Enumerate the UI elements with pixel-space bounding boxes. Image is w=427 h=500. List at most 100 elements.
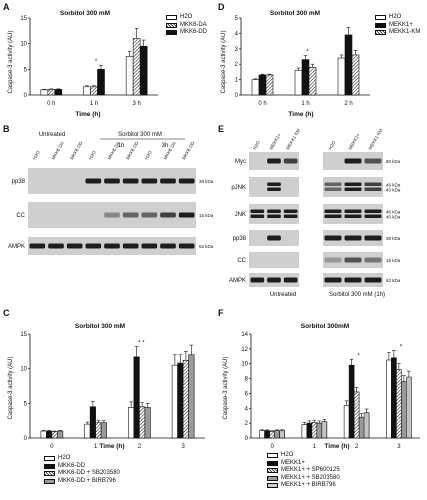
chart-c-ylabel: Caspase-3 activity (AU) (8, 356, 14, 419)
y-tick-label: 5 (235, 16, 239, 22)
blot-e-treated: Sorbitol 300 mM (1h) (329, 292, 385, 298)
panel-c: C Sorbitol 300 mM Caspase-3 activity (AU… (0, 300, 215, 500)
legend-swatch (375, 22, 386, 28)
bar (90, 86, 98, 96)
blot-b-treated: Sorbitol 300 mM (118, 132, 162, 138)
legend-entry: MEKK1+ + SP600125 (267, 467, 340, 475)
x-tick-label: 0 h (47, 101, 55, 107)
y-tick-label: 0 (24, 436, 28, 442)
blot-band (104, 243, 120, 249)
blot-row-label: pp38 (233, 236, 247, 242)
blot-strip (249, 204, 299, 224)
blot-band (122, 212, 139, 218)
blot-strip (249, 177, 299, 197)
panel-d: D Sorbitol 300 mM Caspase-3 activity (AU… (215, 0, 427, 118)
bar (89, 406, 96, 439)
panel-f-label: F (218, 308, 224, 318)
blot-band (344, 235, 362, 241)
legend-entry: MKK6-DD + BIRB796 (44, 478, 120, 486)
legend-swatch (44, 471, 55, 477)
bar (343, 405, 350, 439)
y-tick-label: 12 (241, 347, 248, 353)
lane-label: MKK6 DA (51, 141, 65, 161)
y-tick-label: 14 (241, 332, 248, 338)
blot-strip (323, 204, 383, 224)
chart-a-xlabel: Time (h) (75, 111, 100, 118)
bar (316, 422, 323, 439)
blot-row-label: pJNK (231, 185, 246, 191)
blot-band (104, 178, 120, 184)
y-tick-label: 10 (20, 42, 27, 48)
chart-d-title: Sorbitol 300 mM (270, 10, 320, 17)
y-tick-label: 5 (24, 67, 28, 73)
chart-a-ylabel: Caspase-3 activity (AU) (8, 30, 14, 93)
legend-label: MKK6-DD + SB203580 (58, 470, 120, 476)
blot-row-label: Myc (235, 159, 246, 165)
panel-e-label: E (218, 124, 225, 134)
blot-band (344, 277, 362, 283)
bar (279, 430, 285, 439)
legend-swatch (166, 30, 177, 36)
blot-band (364, 158, 382, 164)
blot-kda-label: 40 kDa (386, 215, 401, 220)
bar (188, 354, 195, 439)
y-tick-label: 0 (235, 93, 239, 99)
lane-label: MEKK1+ (269, 132, 282, 150)
legend-entry: H2O (375, 14, 420, 22)
lane-label: MKK6 DD (125, 140, 140, 160)
blot-row-label: JNK (235, 212, 246, 218)
blot-band (364, 277, 382, 283)
blot-band (267, 182, 281, 186)
lane-label: MEKK1+ (348, 132, 361, 150)
blot-band (178, 212, 195, 218)
legend-swatch (44, 456, 55, 462)
blot-band (160, 212, 176, 218)
bar (47, 89, 56, 96)
legend-label: H2O (389, 14, 402, 20)
bar (308, 66, 317, 96)
legend-label: H2O (281, 452, 294, 458)
bar (132, 38, 141, 96)
chart-c: Sorbitol 300 mM Caspase-3 activity (AU) … (8, 323, 205, 450)
bar (391, 357, 397, 439)
bar (51, 431, 58, 439)
legend-entry: H2O (166, 14, 207, 22)
blot-band (267, 277, 281, 283)
blot-band (267, 209, 281, 213)
chart-f-ylabel: Caspase-3 activity (AU) (223, 356, 229, 419)
blot-band (267, 158, 281, 164)
x-tick-label: 3 (181, 444, 185, 450)
blot-row-label: pp38 (12, 179, 26, 185)
blot-kda-label: 15 kDa (386, 258, 401, 263)
x-tick-label: 3 (397, 444, 401, 450)
panel-b: B Untreated Sorbitol 300 mM 1h 3h H2O MKK… (0, 120, 215, 300)
legend-swatch (267, 475, 278, 481)
bar (144, 407, 151, 439)
y-tick-label: 5 (24, 401, 28, 407)
blot-band (283, 214, 298, 218)
significance-marker: * (142, 340, 145, 346)
blot-strip (249, 252, 299, 268)
blot-kda-label: 38 kDa (199, 179, 214, 184)
y-tick-label: 0 (245, 436, 249, 442)
blot-band (344, 214, 362, 218)
legend-entry: MKK6-DD (44, 463, 120, 471)
bar (258, 74, 267, 96)
bar (264, 430, 270, 439)
blot-band (66, 243, 83, 249)
bar (321, 421, 328, 439)
legend-label: MEKK1+ (281, 459, 305, 466)
blot-band (178, 243, 195, 249)
y-tick-label: 0 (24, 93, 28, 99)
bar (363, 412, 370, 439)
blot-band (283, 209, 298, 213)
blot-band (85, 178, 102, 184)
blot-kda-label: 46 kDa (386, 183, 401, 188)
bar (274, 430, 280, 439)
bar (294, 70, 303, 96)
x-tick-label: 1 h (90, 101, 98, 107)
bar (265, 74, 274, 96)
blot-band (178, 178, 195, 184)
chart-f-title: Sorbitol 300mM (301, 323, 349, 330)
lane-label: H2O (328, 140, 337, 151)
